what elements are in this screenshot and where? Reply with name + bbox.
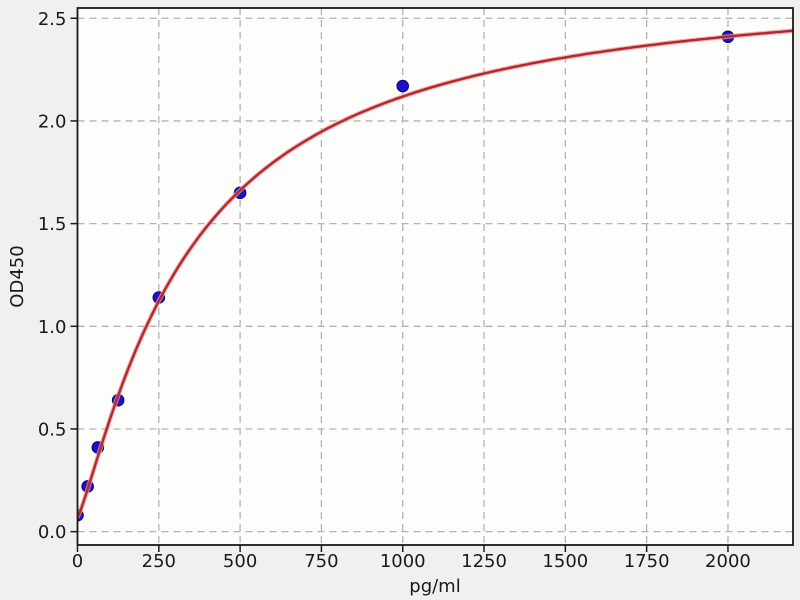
- y-axis-label: OD450: [7, 245, 28, 307]
- y-tick-label: 1.0: [38, 317, 67, 338]
- y-tick-label: 2.0: [38, 111, 67, 132]
- x-tick-label: 250: [142, 551, 176, 572]
- plotted-series: [77, 28, 793, 522]
- x-tick-label: 750: [304, 551, 338, 572]
- plot-area: [77, 8, 793, 545]
- y-tick-label: 2.5: [38, 9, 67, 30]
- x-tick-label: 2000: [705, 551, 751, 572]
- x-tick-label: 1500: [542, 551, 588, 572]
- plot-border: [76, 7, 794, 546]
- y-tick-label: 0.0: [38, 522, 67, 543]
- x-tick-label: 1750: [624, 551, 670, 572]
- y-tick-label: 1.5: [38, 214, 67, 235]
- x-tick-label: 500: [223, 551, 257, 572]
- x-tick-label: 1250: [461, 551, 507, 572]
- x-tick-label: 1000: [380, 551, 426, 572]
- data-point: [396, 79, 410, 93]
- x-tick-label: 0: [72, 551, 83, 572]
- y-tick-label: 0.5: [38, 419, 67, 440]
- fit-curve: [77, 29, 793, 518]
- x-axis-label: pg/ml: [409, 576, 460, 597]
